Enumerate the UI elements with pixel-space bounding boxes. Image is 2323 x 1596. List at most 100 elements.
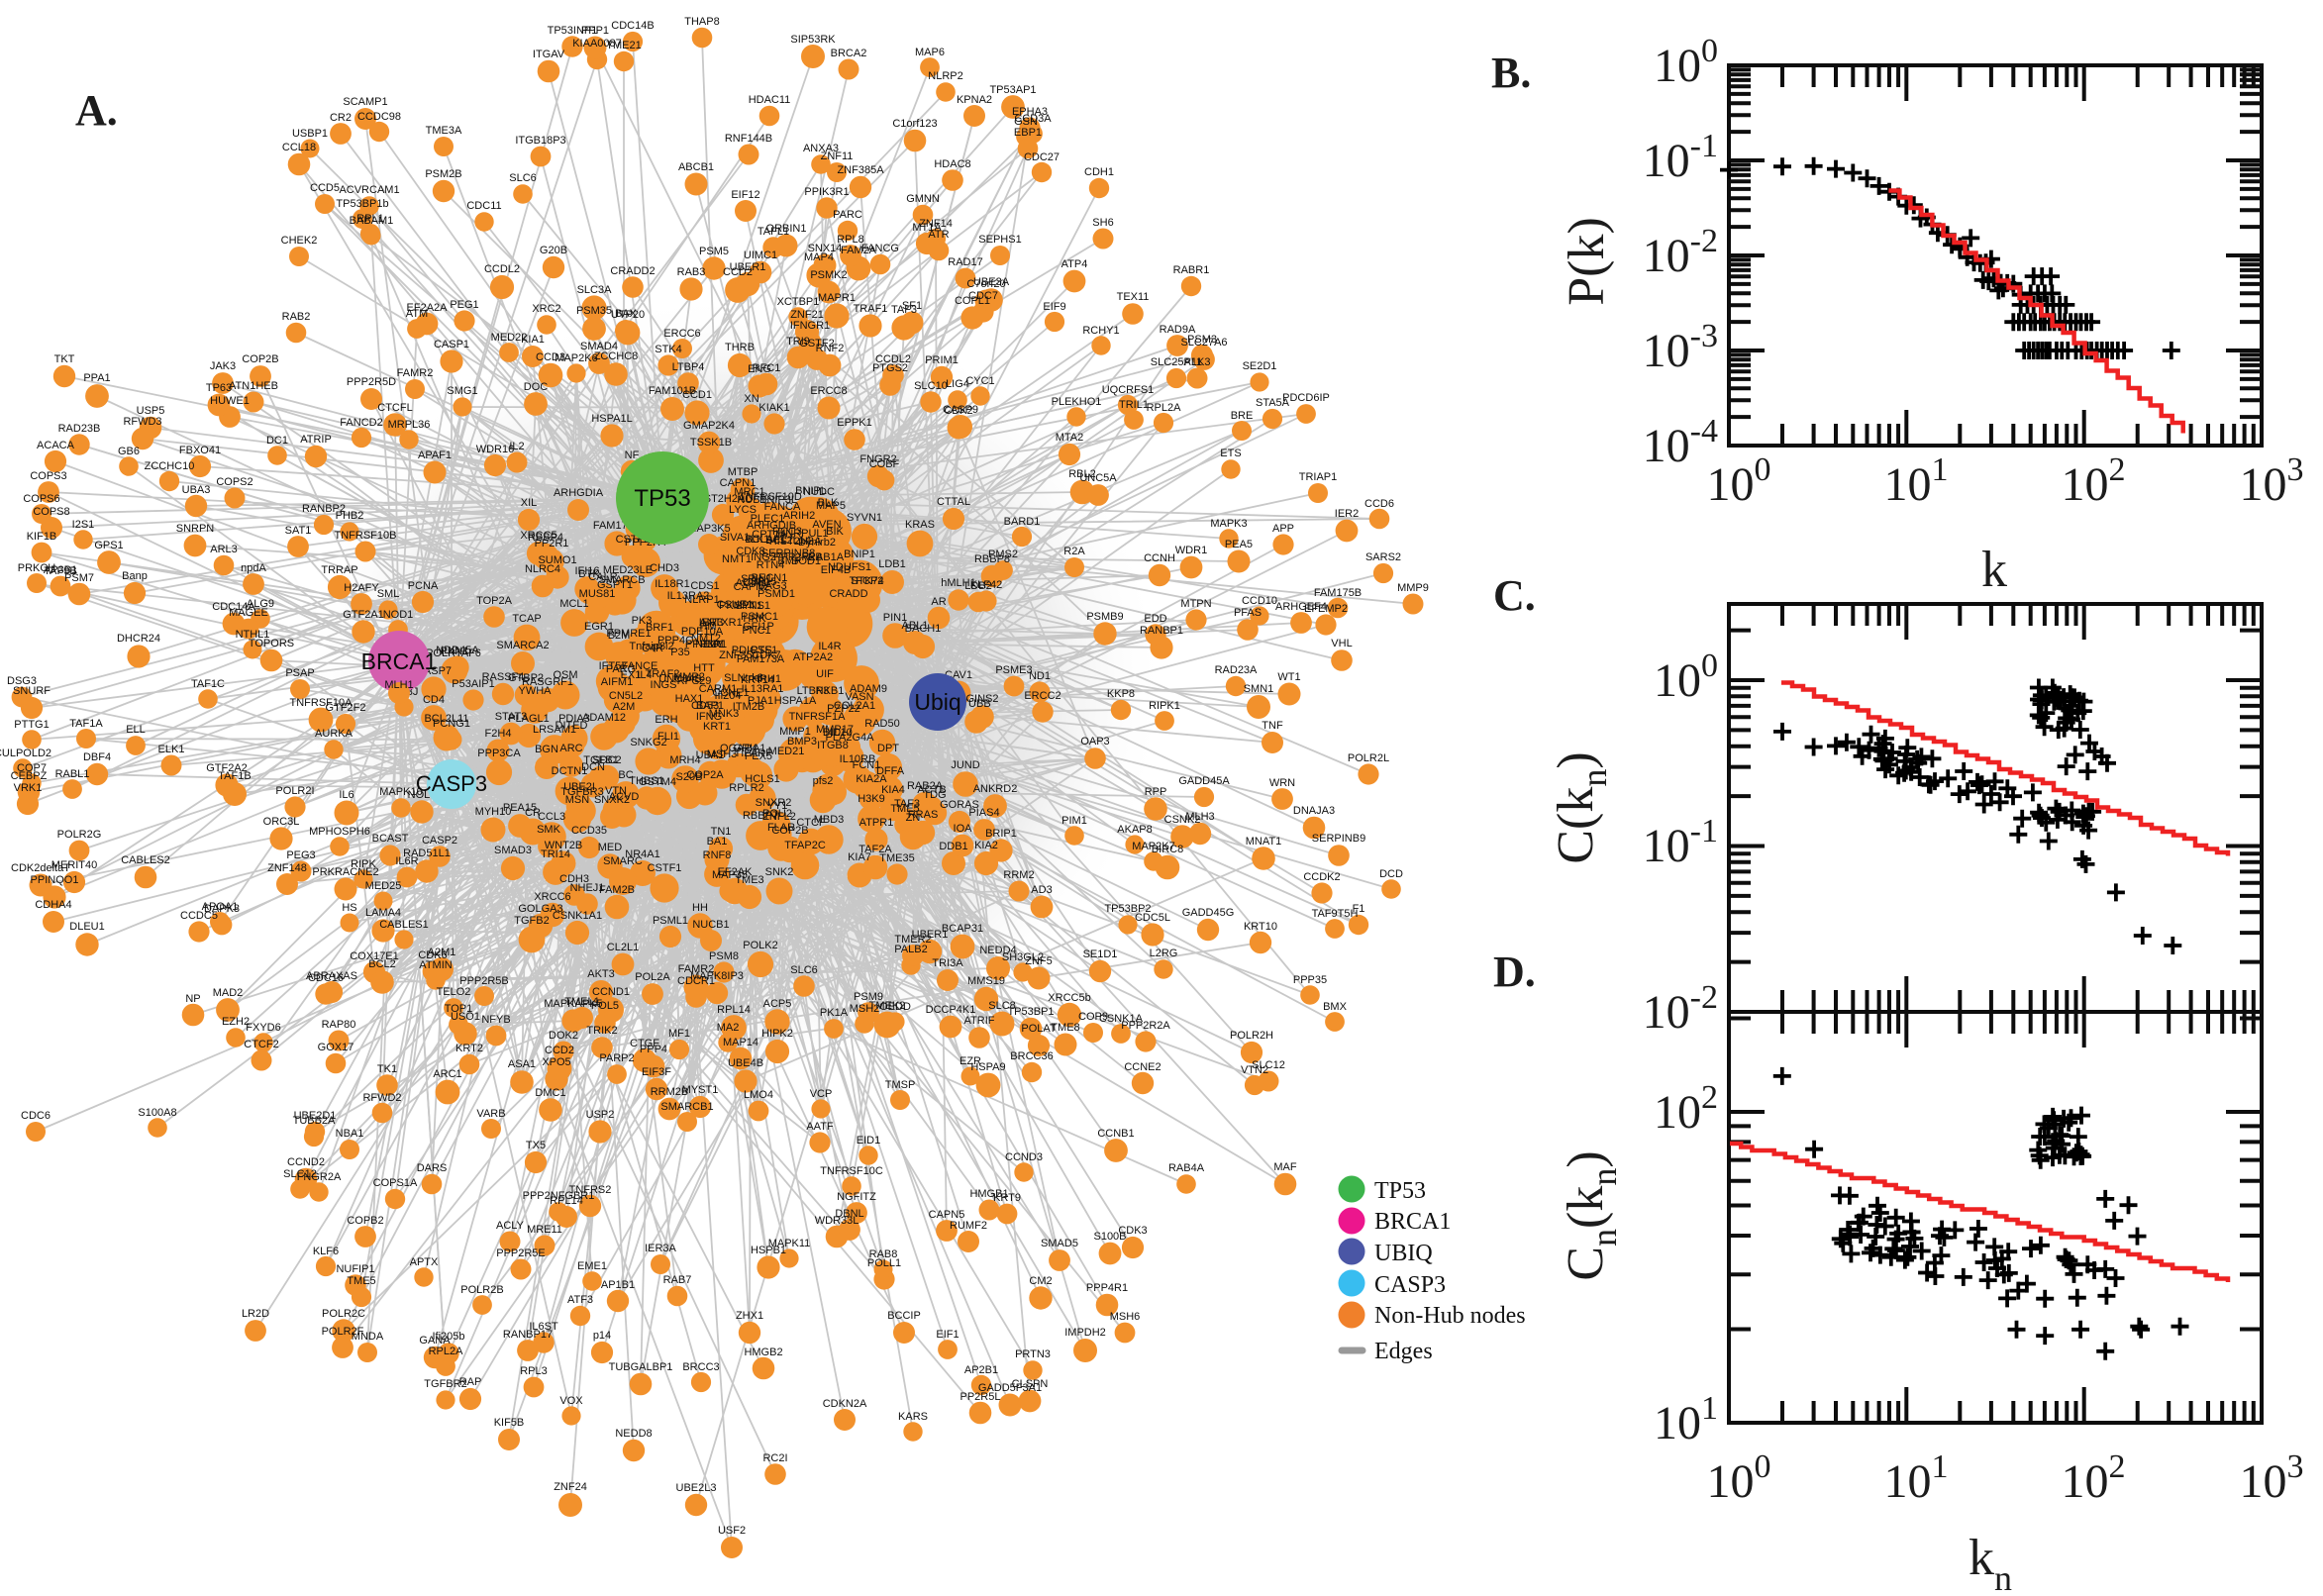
svg-text:NUFIP1: NUFIP1 xyxy=(336,1263,374,1275)
svg-text:MED21: MED21 xyxy=(768,746,805,757)
svg-text:ERCC2: ERCC2 xyxy=(1024,690,1060,702)
svg-text:KARS: KARS xyxy=(898,1411,928,1423)
svg-text:CCNE1: CCNE1 xyxy=(712,687,749,699)
svg-text:ZHX1: ZHX1 xyxy=(736,1310,763,1322)
svg-text:PSM7: PSM7 xyxy=(64,572,94,584)
svg-text:CCD35: CCD35 xyxy=(571,825,607,837)
svg-text:FAM175B: FAM175B xyxy=(1314,587,1362,599)
svg-text:EFEMP2: EFEMP2 xyxy=(1304,603,1348,615)
svg-text:POLR2C: POLR2C xyxy=(322,1308,365,1320)
svg-text:PPIK3R1: PPIK3R1 xyxy=(804,186,849,198)
svg-text:PFAS: PFAS xyxy=(1234,607,1262,619)
svg-text:MED25: MED25 xyxy=(365,880,402,892)
svg-text:SNURF: SNURF xyxy=(13,685,50,697)
svg-text:COBF: COBF xyxy=(869,458,900,470)
svg-text:HTT: HTT xyxy=(693,662,715,674)
svg-text:CDS1: CDS1 xyxy=(690,580,719,592)
svg-text:DNAJA3: DNAJA3 xyxy=(1293,805,1335,817)
svg-text:Non-Hub nodes: Non-Hub nodes xyxy=(1374,1303,1526,1329)
svg-text:NEDD4: NEDD4 xyxy=(979,945,1016,956)
svg-text:AIFM1: AIFM1 xyxy=(601,676,633,688)
svg-text:UBE2D1: UBE2D1 xyxy=(294,1110,337,1122)
svg-text:STK4: STK4 xyxy=(655,344,682,355)
svg-text:ZNF148: ZNF148 xyxy=(267,862,307,874)
svg-text:KKP8: KKP8 xyxy=(1107,688,1135,700)
svg-text:PKN1: PKN1 xyxy=(441,646,469,657)
svg-text:RABL1: RABL1 xyxy=(55,768,90,780)
svg-text:SMARCB1: SMARCB1 xyxy=(660,1101,713,1113)
svg-text:HMGB1: HMGB1 xyxy=(969,1188,1008,1200)
svg-text:PLA2G4A: PLA2G4A xyxy=(826,732,875,744)
svg-text:BGN: BGN xyxy=(535,744,558,755)
svg-text:ATRIF: ATRIF xyxy=(964,1015,995,1027)
svg-text:TME35: TME35 xyxy=(879,852,914,864)
svg-text:CDC14A: CDC14A xyxy=(212,601,255,613)
svg-text:PSM2B: PSM2B xyxy=(425,168,461,180)
svg-text:CYC1: CYC1 xyxy=(965,375,994,387)
svg-text:DITED: DITED xyxy=(556,720,588,732)
svg-text:CTCF2: CTCF2 xyxy=(244,1039,278,1050)
svg-text:MLH3: MLH3 xyxy=(1185,811,1214,823)
svg-text:CHD3: CHD3 xyxy=(650,562,679,574)
svg-text:TNFRSF10A: TNFRSF10A xyxy=(290,697,354,709)
svg-text:EBP1: EBP1 xyxy=(1014,127,1042,139)
svg-text:MTPN: MTPN xyxy=(1180,598,1211,610)
svg-text:G20B: G20B xyxy=(540,245,567,256)
svg-text:RNF144B: RNF144B xyxy=(725,133,772,145)
svg-text:APP: APP xyxy=(1272,523,1294,535)
svg-text:RIPK: RIPK xyxy=(351,858,376,870)
svg-text:EIF1: EIF1 xyxy=(936,1329,959,1341)
svg-text:CM2: CM2 xyxy=(1029,1275,1052,1287)
svg-text:DC1: DC1 xyxy=(266,435,288,447)
svg-text:SLC8: SLC8 xyxy=(988,1000,1016,1012)
svg-text:LMO4: LMO4 xyxy=(744,1089,773,1101)
svg-text:BARD1: BARD1 xyxy=(1004,516,1041,528)
svg-text:TRRAP: TRRAP xyxy=(321,564,357,576)
svg-text:FAM2A: FAM2A xyxy=(841,245,877,256)
svg-text:AR: AR xyxy=(931,596,946,608)
svg-text:ACP5: ACP5 xyxy=(763,998,792,1010)
svg-text:PSM35: PSM35 xyxy=(576,305,612,317)
svg-text:BRCC36: BRCC36 xyxy=(1010,1050,1053,1062)
svg-text:BC: BC xyxy=(618,769,633,781)
svg-text:CASP3: CASP3 xyxy=(1374,1272,1446,1298)
svg-text:VHL: VHL xyxy=(1331,638,1352,649)
svg-text:MLH1: MLH1 xyxy=(384,679,413,691)
svg-text:HAX1: HAX1 xyxy=(675,693,704,705)
svg-text:FAM173A: FAM173A xyxy=(737,653,785,665)
svg-text:PZP22: PZP22 xyxy=(827,703,860,715)
svg-text:RPL14: RPL14 xyxy=(550,1195,583,1207)
svg-text:TN1: TN1 xyxy=(711,826,732,838)
svg-text:STK74: STK74 xyxy=(851,575,884,587)
svg-text:SOD1: SOD1 xyxy=(791,555,821,567)
svg-text:HSPA1A: HSPA1A xyxy=(774,695,817,707)
svg-text:FAM2B: FAM2B xyxy=(599,884,635,896)
svg-text:XRCC6: XRCC6 xyxy=(534,891,570,903)
svg-text:MRH4: MRH4 xyxy=(669,754,700,766)
svg-text:KIAK1: KIAK1 xyxy=(758,402,789,414)
svg-text:UBER1: UBER1 xyxy=(912,929,949,941)
svg-text:BRCA1: BRCA1 xyxy=(1374,1209,1451,1235)
svg-text:RAB2: RAB2 xyxy=(282,311,311,323)
svg-text:IL6ST: IL6ST xyxy=(529,1321,558,1333)
svg-text:ABCB1: ABCB1 xyxy=(678,161,714,173)
svg-text:KRT10: KRT10 xyxy=(1244,921,1277,933)
svg-text:COP2A: COP2A xyxy=(686,769,724,781)
svg-text:ERCC8: ERCC8 xyxy=(810,385,847,397)
svg-text:USO1: USO1 xyxy=(451,1011,480,1023)
svg-text:PRIM1: PRIM1 xyxy=(925,354,959,366)
svg-text:ZNF11: ZNF11 xyxy=(821,150,854,162)
svg-text:POLK2: POLK2 xyxy=(743,940,777,951)
svg-text:RAD50: RAD50 xyxy=(864,718,899,730)
svg-text:SCAMP1: SCAMP1 xyxy=(343,96,387,108)
svg-text:CCD6: CCD6 xyxy=(1364,498,1394,510)
svg-text:VOX: VOX xyxy=(559,1395,583,1407)
svg-text:CRADD2: CRADD2 xyxy=(610,265,655,277)
svg-text:RAB3: RAB3 xyxy=(677,266,706,278)
svg-text:UBE4B: UBE4B xyxy=(728,1057,763,1069)
svg-text:ATPR1: ATPR1 xyxy=(859,817,894,829)
svg-text:MPHOSPH6: MPHOSPH6 xyxy=(309,826,370,838)
svg-text:A.: A. xyxy=(75,86,118,135)
svg-text:RASGRF1: RASGRF1 xyxy=(522,676,573,688)
svg-text:STAT3: STAT3 xyxy=(495,711,528,723)
